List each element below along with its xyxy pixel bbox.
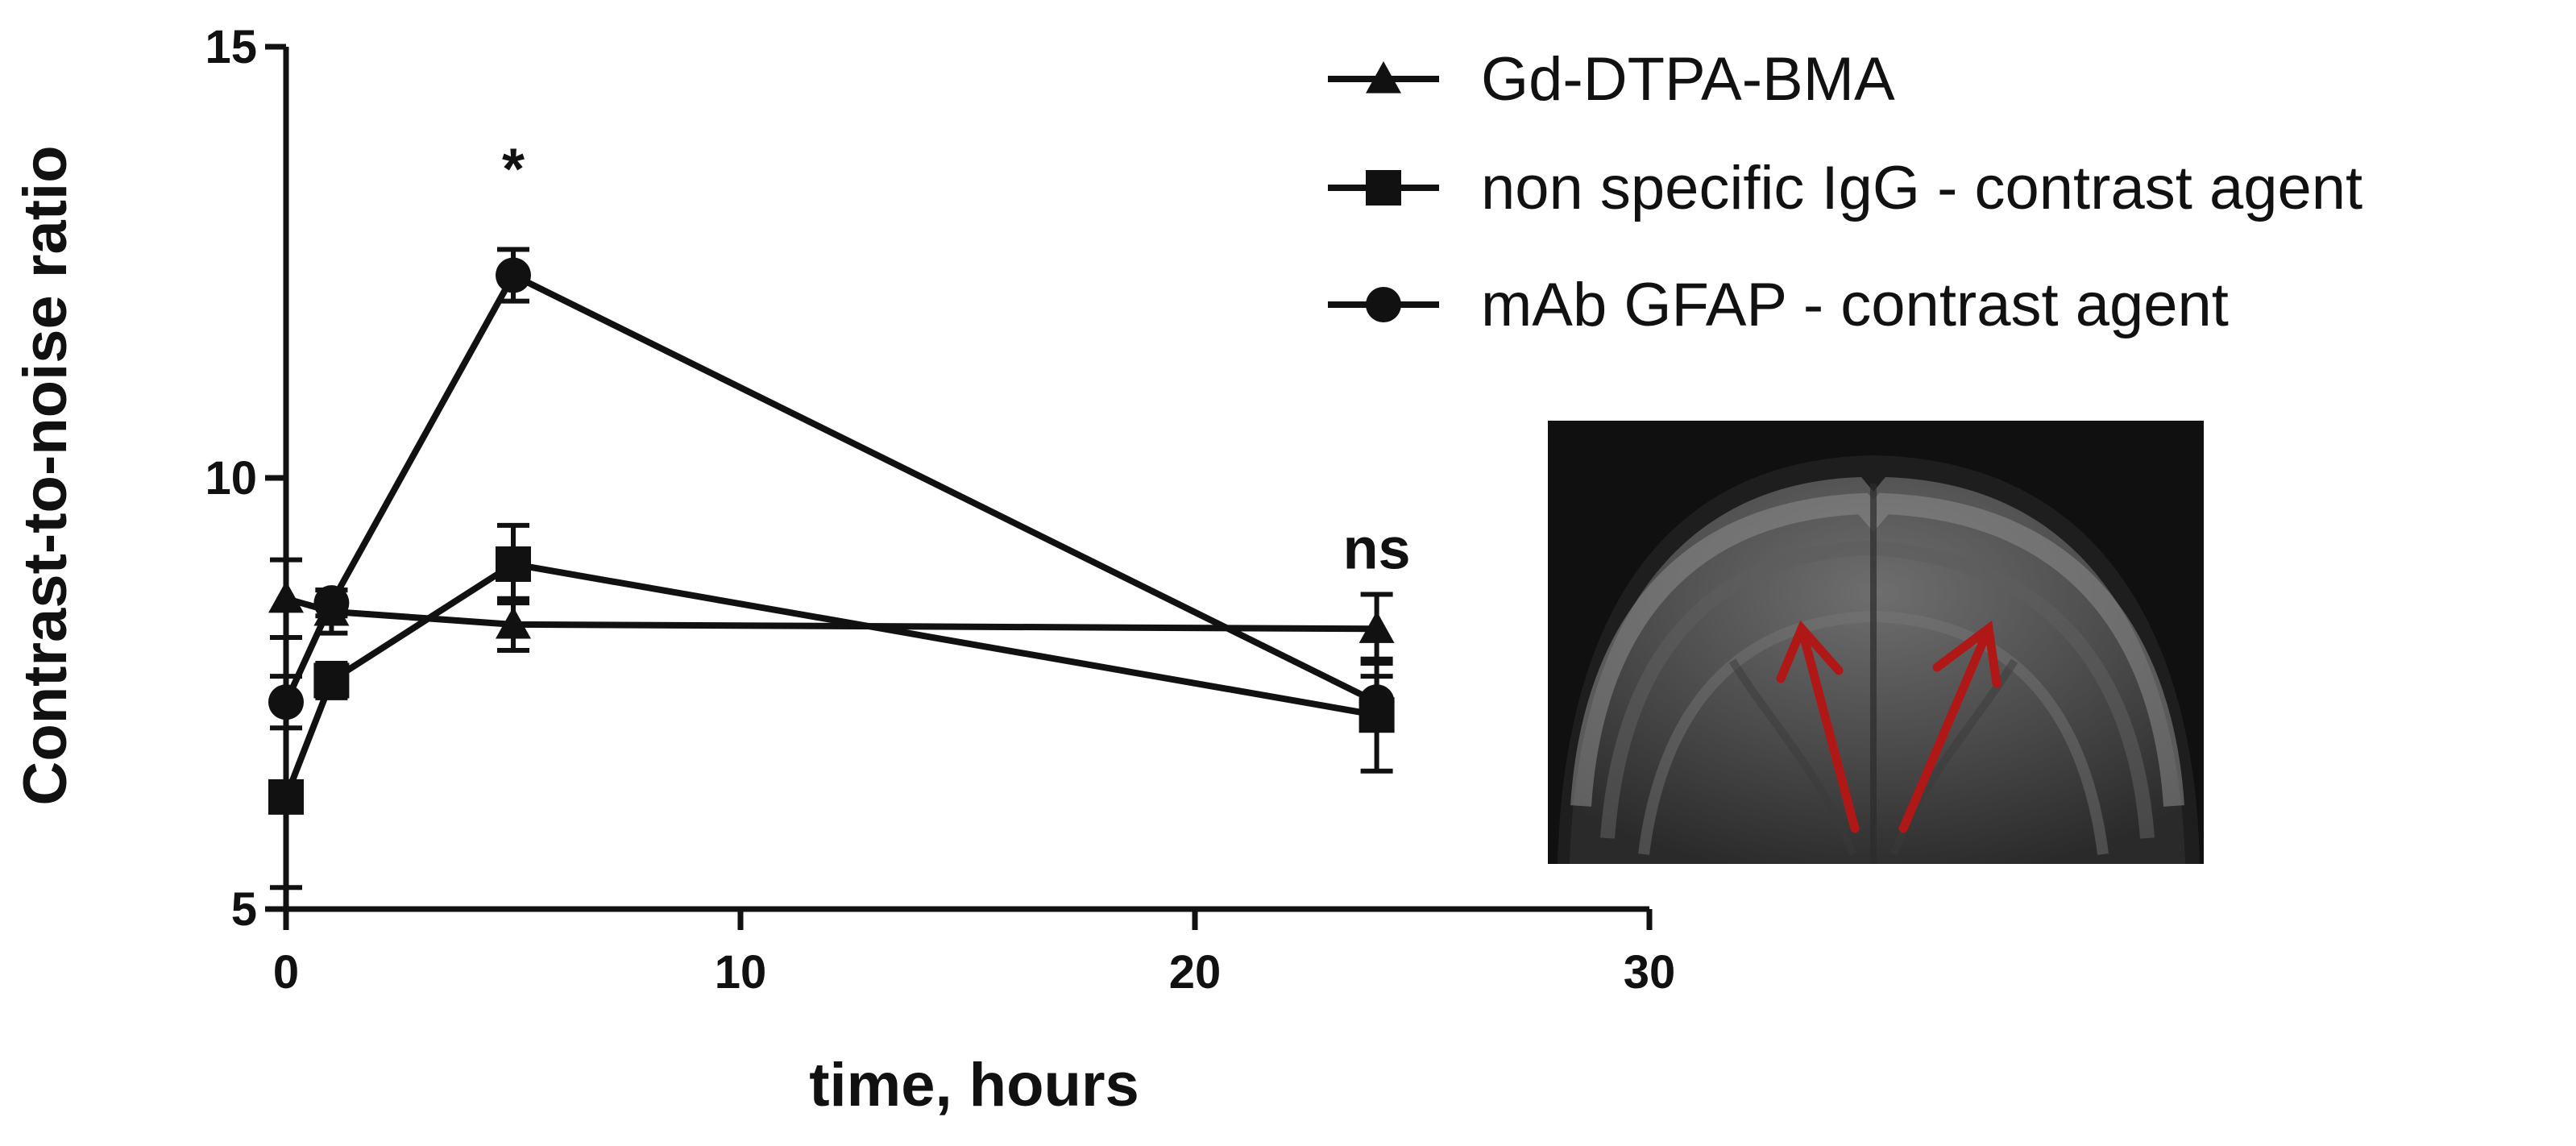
series-line [283,272,1379,705]
data-point [1359,611,1395,643]
legend-item: non specific IgG - contrast agent [1328,154,2362,222]
data-point [1359,684,1395,720]
axes [283,47,1649,912]
annotation-layer: * ns [502,138,1411,582]
x-axis-label: time, hours [809,1051,1139,1119]
data-point [496,546,531,582]
data-point [268,779,304,815]
red-arrow-icon [1898,621,2001,833]
data-point [496,257,531,293]
legend-item: Gd-DTPA-BMA [1328,45,1895,114]
series-square [268,522,1395,891]
data-point [268,684,304,720]
mri-inset-image [1548,421,2204,864]
significance-annotation: * [502,138,525,202]
legend-label: Gd-DTPA-BMA [1481,45,1895,114]
y-axis-label: Contrast-to-noise ratio [11,145,80,805]
x-tick-label: 0 [273,946,299,999]
series-circle [268,247,1395,731]
data-point [496,606,531,639]
x-tick-label: 30 [1624,946,1676,999]
data-point [313,585,350,621]
legend-label: mAb GFAP - contrast agent [1481,271,2229,339]
significance-annotation: ns [1343,517,1411,581]
legend-marker [1366,287,1401,322]
legend-label: non specific IgG - contrast agent [1481,154,2362,222]
y-tick-label: 5 [231,883,257,936]
y-tick-label: 15 [205,21,257,73]
legend-marker [1366,170,1401,206]
legend-marker [1366,61,1401,93]
red-arrow-icon [1776,620,1860,833]
series-line [284,595,1377,633]
data-point [268,580,304,613]
legend: Gd-DTPA-BMA non specific IgG - contrast a… [1328,45,2362,339]
series-layer [268,247,1395,891]
data-point [313,662,350,699]
x-tick-label: 10 [715,946,767,999]
legend-item: mAb GFAP - contrast agent [1328,271,2229,339]
y-tick-label: 10 [205,452,257,504]
x-tick-label: 20 [1169,946,1222,999]
series-line [283,561,1378,799]
ticks-layer: 5 10 15 0 10 20 30 [205,21,1675,999]
